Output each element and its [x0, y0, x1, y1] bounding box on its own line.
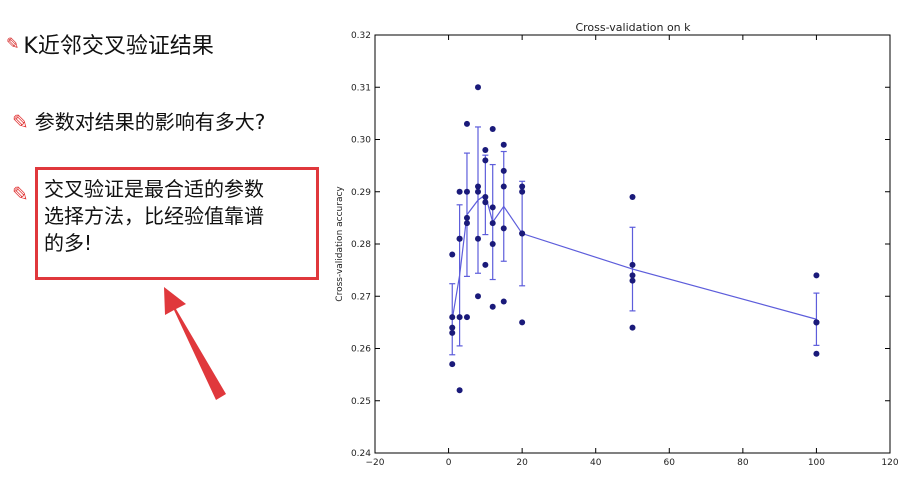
data-point [489, 303, 496, 310]
highlight-line: 的多! [44, 231, 93, 255]
data-point [475, 293, 481, 300]
y-tick-label: 0.25 [351, 397, 371, 407]
data-point [813, 350, 820, 357]
x-tick-label: 120 [881, 458, 898, 468]
highlight-line: 选择方法，比经验值靠谱 [44, 204, 264, 228]
red-arrow-icon [164, 287, 226, 400]
y-tick-label: 0.31 [351, 83, 371, 93]
mean-accuracy-line [451, 193, 817, 320]
data-point [629, 272, 636, 279]
data-point [482, 157, 489, 164]
bullet-question: ✎ 参数对结果的影响有多大? [12, 106, 265, 135]
data-point [475, 188, 481, 195]
data-point [475, 183, 481, 190]
y-tick-label: 0.28 [351, 240, 371, 250]
x-tick-label: 60 [664, 458, 676, 468]
data-point [489, 126, 496, 133]
data-point [629, 193, 636, 200]
x-tick-label: 100 [808, 458, 825, 468]
data-point [482, 193, 489, 200]
data-point [489, 220, 496, 227]
heading-text: K近邻交叉验证结果 [23, 34, 214, 59]
data-point [813, 272, 820, 279]
data-point [519, 319, 526, 326]
data-point [629, 324, 636, 331]
data-point [463, 120, 470, 127]
data-point [449, 329, 456, 336]
y-tick-label: 0.26 [351, 345, 371, 355]
data-point [629, 277, 636, 284]
y-tick-label: 0.32 [351, 31, 371, 41]
data-point [449, 361, 456, 368]
x-tick-label: −20 [366, 458, 385, 468]
y-tick-label: 0.29 [351, 188, 371, 198]
data-point [482, 146, 489, 153]
y-tick-label: 0.30 [351, 136, 371, 146]
data-point [489, 204, 496, 211]
data-point [456, 188, 463, 195]
pencil-icon: ✎ [12, 110, 29, 134]
pencil-icon: ✎ [12, 182, 29, 206]
data-point [456, 314, 463, 321]
x-tick-label: 0 [446, 458, 452, 468]
data-point [500, 298, 507, 305]
data-point [500, 167, 507, 174]
data-point [449, 314, 456, 321]
data-point [482, 199, 489, 206]
data-point [489, 241, 496, 247]
data-point [463, 214, 470, 221]
data-point [463, 220, 470, 227]
data-point [449, 251, 456, 258]
data-point [475, 84, 481, 91]
slide-heading: ✎ K近邻交叉验证结果 [6, 28, 214, 60]
data-point [475, 235, 481, 242]
chart-title: Cross-validation on k [575, 21, 691, 34]
data-point [519, 188, 526, 195]
data-point [813, 319, 820, 326]
data-point [500, 225, 507, 232]
data-point [629, 261, 636, 268]
data-point [463, 314, 470, 321]
x-tick-label: 40 [590, 458, 602, 468]
highlight-box: 交叉验证是最合适的参数 选择方法，比经验值靠谱 的多! [35, 167, 319, 280]
small-pencil-icon: ✎ [6, 34, 20, 53]
x-tick-label: 80 [737, 458, 749, 468]
data-point [500, 141, 507, 148]
chart: Cross-validation on k Cross-validation a… [330, 15, 900, 480]
data-point [449, 324, 456, 331]
data-point [500, 183, 507, 190]
chart-canvas: Cross-validation on k Cross-validation a… [335, 21, 899, 468]
data-point [519, 230, 526, 237]
y-tick-label: 0.27 [351, 292, 371, 302]
data-point [456, 235, 463, 242]
highlight-line: 交叉验证是最合适的参数 [44, 177, 264, 201]
data-point [463, 188, 470, 195]
bullet-question-text: 参数对结果的影响有多大? [34, 110, 266, 134]
x-tick-label: 20 [516, 458, 528, 468]
data-point [519, 183, 526, 190]
data-point [456, 387, 463, 394]
y-tick-label: 0.24 [351, 449, 371, 459]
data-point [482, 261, 489, 268]
y-axis-label: Cross-validation accuracy [335, 186, 345, 302]
